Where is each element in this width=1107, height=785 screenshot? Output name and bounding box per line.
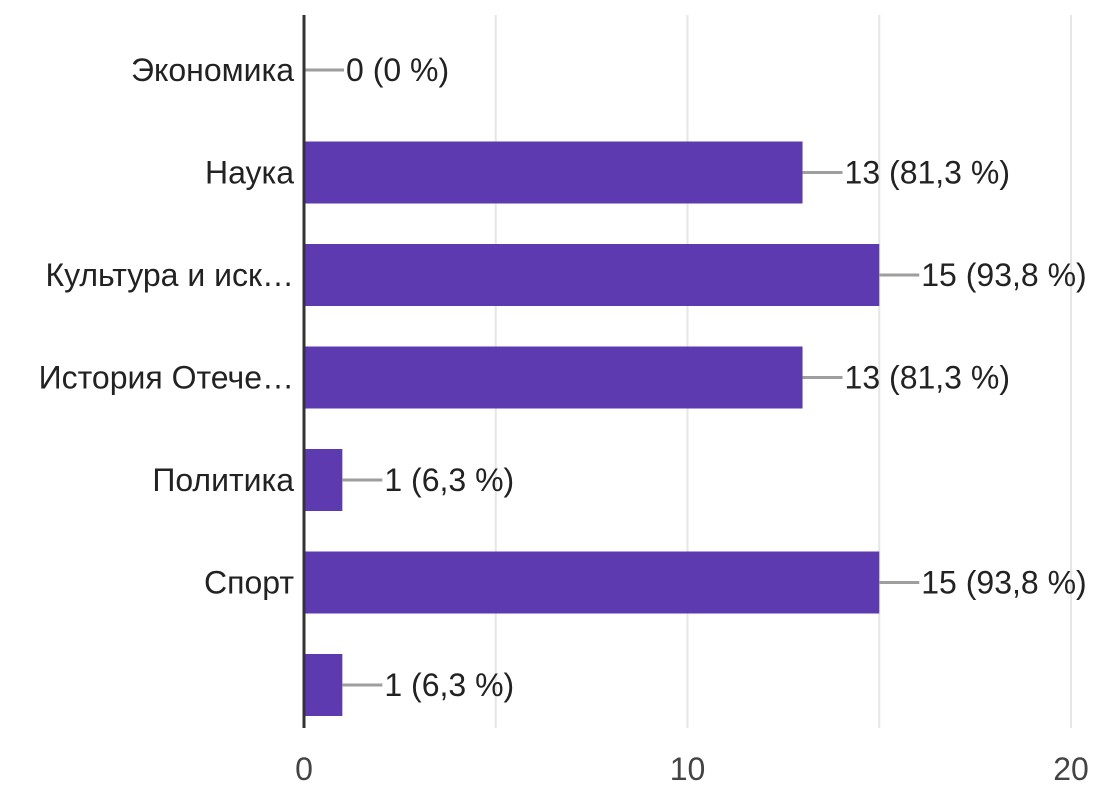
data-label: 0 (0 %) [346, 52, 449, 88]
category-labels: Экономика Наука Культура и иск… История Оте… [39, 52, 295, 601]
data-label: 13 (81,3 %) [845, 360, 1010, 396]
bar [305, 141, 803, 204]
x-tick-labels: 0 10 20 [295, 751, 1089, 785]
bars [305, 141, 880, 716]
bar [305, 654, 343, 716]
x-tick-label: 0 [295, 751, 313, 785]
data-label: 13 (81,3 %) [845, 155, 1010, 191]
category-label: История Отече… [39, 360, 294, 396]
bar [305, 449, 343, 511]
category-label: Культура и иск… [45, 257, 294, 293]
data-label: 1 (6,3 %) [384, 667, 514, 703]
x-tick-label: 10 [670, 751, 706, 785]
leader-lines [304, 68, 920, 687]
category-label: Политика [152, 462, 294, 498]
data-label: 15 (93,8 %) [921, 257, 1086, 293]
category-label: Экономика [131, 52, 294, 88]
data-label: 1 (6,3 %) [384, 462, 514, 498]
category-label: Спорт [204, 565, 294, 601]
bar [305, 551, 880, 614]
data-labels: 0 (0 %) 13 (81,3 %) 15 (93,8 %) 13 (81,3 %)… [346, 52, 1087, 703]
bar [305, 244, 880, 306]
category-label: Наука [205, 155, 294, 191]
x-tick-label: 20 [1053, 751, 1089, 785]
bar [305, 346, 803, 409]
data-label: 15 (93,8 %) [921, 565, 1086, 601]
